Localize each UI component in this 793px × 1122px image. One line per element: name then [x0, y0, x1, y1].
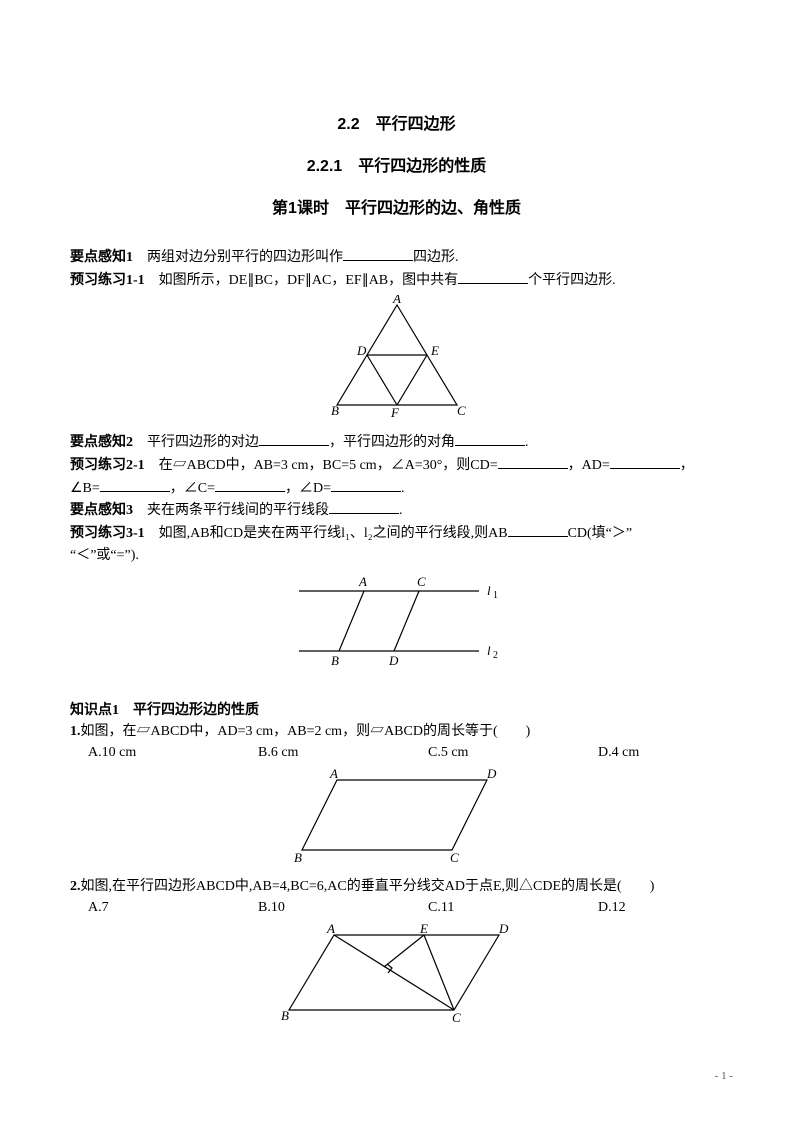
blank	[610, 454, 680, 469]
preview-3-1-text-a: 如图,AB和CD是夹在两平行线l₁、l₂之间的平行线段,则AB	[145, 526, 508, 541]
blank	[331, 477, 401, 492]
svg-text:B: B	[294, 850, 302, 865]
question-2-label: 2.	[70, 879, 81, 894]
blank	[498, 454, 568, 469]
svg-text:C: C	[417, 574, 426, 589]
keypoint-2-text-b: ，平行四边形的对角	[329, 435, 455, 450]
preview-2-1-text-d: ∠B=	[70, 481, 100, 496]
preview-2-1-line2: ∠B= ，∠C= ，∠D=.	[70, 477, 723, 500]
preview-2-1-text-c: ，	[680, 458, 694, 473]
figure-4: A E D B C	[70, 920, 723, 1030]
keypoint-3-line: 要点感知3 夹在两条平行线间的平行线段.	[70, 499, 723, 522]
keypoint-2-line: 要点感知2 平行四边形的对边 ，平行四边形的对角.	[70, 431, 723, 454]
preview-1-1-text-a: 如图所示，DE∥BC，DF∥AC，EF∥AB，图中共有	[145, 273, 458, 288]
page-number: - 1 -	[715, 1070, 733, 1082]
blank	[100, 477, 170, 492]
svg-text:E: E	[419, 921, 428, 936]
svg-text:l: l	[487, 643, 491, 658]
lesson-title: 第1课时 平行四边形的边、角性质	[70, 194, 723, 218]
svg-text:B: B	[331, 403, 339, 418]
svg-text:F: F	[390, 405, 400, 420]
question-1-text: 如图，在▱ABCD中，AD=3 cm，AB=2 cm，则▱ABCD的周长等于( …	[81, 724, 531, 739]
svg-text:D: D	[356, 343, 367, 358]
figure-3-svg: A D B C	[282, 765, 512, 865]
figure-1: A D E B F C	[70, 295, 723, 425]
keypoint-2-text-a: 平行四边形的对边	[133, 435, 259, 450]
svg-text:A: A	[329, 766, 338, 781]
svg-text:C: C	[450, 850, 459, 865]
keypoint-2-text-c: .	[525, 435, 529, 450]
preview-2-1-text-a: 在▱ABCD中，AB=3 cm，BC=5 cm，∠A=30°，则CD=	[145, 458, 498, 473]
figure-3: A D B C	[70, 765, 723, 870]
svg-text:C: C	[457, 403, 466, 418]
svg-text:B: B	[331, 653, 339, 668]
keypoint-3-text-b: .	[399, 503, 403, 518]
svg-text:A: A	[392, 295, 401, 306]
figure-4-svg: A E D B C	[274, 920, 519, 1025]
svg-text:D: D	[388, 653, 399, 668]
preview-2-1-line1: 预习练习2-1 在▱ABCD中，AB=3 cm，BC=5 cm，∠A=30°，则…	[70, 454, 723, 477]
preview-2-1-text-b: ，AD=	[568, 458, 610, 473]
option-C: C.11	[428, 900, 598, 916]
svg-text:A: A	[326, 921, 335, 936]
preview-3-1-line1: 预习练习3-1 如图,AB和CD是夹在两平行线l₁、l₂之间的平行线段,则AB C…	[70, 522, 723, 545]
preview-1-1-text-b: 个平行四边形.	[528, 273, 616, 288]
sub-title: 2.2.1 平行四边形的性质	[70, 152, 723, 176]
option-B: B.6 cm	[258, 745, 428, 761]
main-title: 2.2 平行四边形	[70, 110, 723, 134]
keypoint-1-text-a: 两组对边分别平行的四边形叫作	[133, 250, 343, 265]
figure-1-svg: A D E B F C	[317, 295, 477, 420]
svg-text:1: 1	[493, 590, 498, 601]
blank	[215, 477, 285, 492]
option-D: D.12	[598, 900, 626, 916]
keypoint-3-text-a: 夹在两条平行线间的平行线段	[133, 503, 329, 518]
preview-3-1-text-c: “＜”或“=”).	[70, 548, 139, 563]
svg-text:C: C	[452, 1010, 461, 1025]
keypoint-3-label: 要点感知3	[70, 503, 133, 518]
question-2-text: 如图,在平行四边形ABCD中,AB=4,BC=6,AC的垂直平分线交AD于点E,…	[81, 879, 655, 894]
knowledge-point-1-head: 知识点1 平行四边形边的性质	[70, 700, 723, 722]
blank	[508, 522, 568, 537]
preview-1-1-line: 预习练习1-1 如图所示，DE∥BC，DF∥AC，EF∥AB，图中共有 个平行四边…	[70, 269, 723, 292]
figure-2: A C B D l1 l2	[70, 571, 723, 676]
keypoint-1-label: 要点感知1	[70, 250, 133, 265]
preview-2-1-label: 预习练习2-1	[70, 458, 145, 473]
svg-text:B: B	[281, 1008, 289, 1023]
svg-text:2: 2	[493, 650, 498, 661]
question-2-line: 2.如图,在平行四边形ABCD中,AB=4,BC=6,AC的垂直平分线交AD于点…	[70, 876, 723, 898]
figure-2-svg: A C B D l1 l2	[269, 571, 524, 671]
svg-text:D: D	[498, 921, 509, 936]
preview-3-1-label: 预习练习3-1	[70, 526, 145, 541]
option-A: A.10 cm	[70, 745, 258, 761]
question-2-options: A.7 B.10 C.11 D.12	[70, 900, 723, 916]
preview-2-1-text-g: .	[401, 481, 405, 496]
blank	[458, 269, 528, 284]
keypoint-2-label: 要点感知2	[70, 435, 133, 450]
svg-text:E: E	[430, 343, 439, 358]
option-C: C.5 cm	[428, 745, 598, 761]
preview-3-1-text-b: CD(填“＞”	[568, 526, 633, 541]
svg-text:l: l	[487, 583, 491, 598]
svg-text:A: A	[358, 574, 367, 589]
preview-2-1-text-f: ，∠D=	[285, 481, 331, 496]
blank	[343, 246, 413, 261]
option-D: D.4 cm	[598, 745, 639, 761]
blank	[455, 431, 525, 446]
question-1-label: 1.	[70, 724, 81, 739]
preview-2-1-text-e: ，∠C=	[170, 481, 215, 496]
question-1-line: 1.如图，在▱ABCD中，AD=3 cm，AB=2 cm，则▱ABCD的周长等于…	[70, 721, 723, 743]
preview-3-1-line2: “＜”或“=”).	[70, 545, 723, 567]
option-B: B.10	[258, 900, 428, 916]
keypoint-1-line: 要点感知1 两组对边分别平行的四边形叫作 四边形.	[70, 246, 723, 269]
keypoint-1-text-b: 四边形.	[413, 250, 459, 265]
question-1-options: A.10 cm B.6 cm C.5 cm D.4 cm	[70, 745, 723, 761]
option-A: A.7	[70, 900, 258, 916]
preview-1-1-label: 预习练习1-1	[70, 273, 145, 288]
blank	[259, 431, 329, 446]
blank	[329, 499, 399, 514]
svg-text:D: D	[486, 766, 497, 781]
